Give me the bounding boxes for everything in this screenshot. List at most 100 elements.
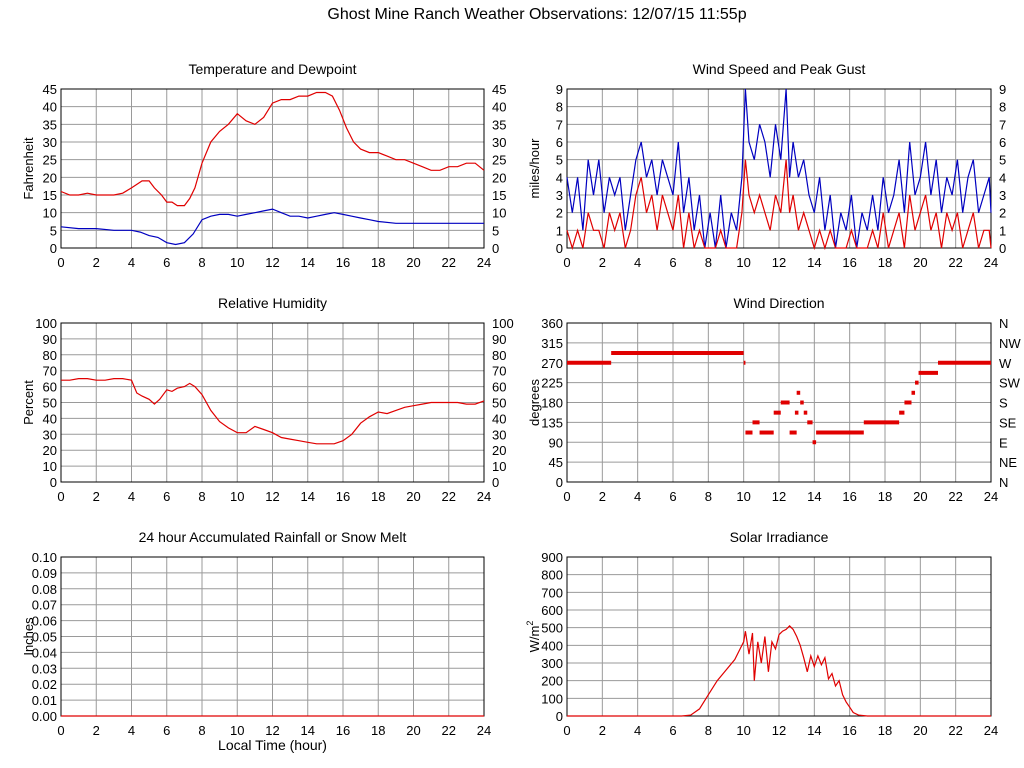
y-tick-label: 0.08 [32,582,57,597]
page-title: Ghost Mine Ranch Weather Observations: 1… [327,6,747,23]
x-tick-label: 22 [948,723,962,738]
right-tick-label: NE [999,455,1017,470]
x-tick-label: 6 [163,723,170,738]
chart-title: Solar Irradiance [730,529,829,545]
x-tick-label: 20 [913,255,927,270]
x-tick-label: 22 [442,255,456,270]
right-tick-label: S [999,396,1008,411]
right-tick-label: 100 [492,316,514,331]
right-tick-label: 90 [492,332,506,347]
x-tick-label: 18 [878,255,892,270]
y-tick-label: 0.04 [32,645,57,660]
y-tick-label: 5 [556,153,563,168]
right-tick-label: 30 [492,427,506,442]
x-tick-label: 8 [198,723,205,738]
y-axis-label: Percent [21,380,36,425]
y-tick-label: 315 [541,336,563,351]
x-tick-label: 10 [736,723,750,738]
x-tick-label: 2 [599,489,606,504]
x-tick-label: 8 [705,489,712,504]
x-tick-label: 24 [477,489,491,504]
x-tick-label: 4 [128,489,135,504]
x-tick-label: 4 [634,255,641,270]
x-tick-label: 2 [599,723,606,738]
y-tick-label: 40 [43,411,57,426]
x-tick-label: 22 [442,489,456,504]
y-tick-label: 3 [556,188,563,203]
right-tick-label: 40 [492,100,506,115]
x-tick-label: 24 [984,489,998,504]
y-tick-label: 0.07 [32,598,57,613]
y-tick-label: 40 [43,100,57,115]
y-tick-label: 80 [43,348,57,363]
right-tick-label: 40 [492,411,506,426]
right-tick-label: 10 [492,459,506,474]
x-tick-label: 12 [772,255,786,270]
series-line [60,208,484,246]
x-tick-label: 24 [984,723,998,738]
x-tick-label: 18 [371,723,385,738]
y-tick-label: 9 [556,82,563,97]
x-tick-label: 24 [984,255,998,270]
right-tick-label: 15 [492,188,506,203]
right-tick-label: 30 [492,135,506,150]
y-tick-label: 300 [541,656,563,671]
right-tick-label: 5 [492,223,499,238]
chart-solar: 0 2 4 6 8 10 12 14 16 18 20 22 240100200300400500600… [525,529,998,738]
chart-title: Relative Humidity [218,295,327,311]
x-tick-label: 6 [163,489,170,504]
y-tick-label: 0 [556,475,563,490]
x-tick-label: 12 [265,723,279,738]
x-tick-label: 0 [57,723,64,738]
right-tick-label: 0 [492,475,499,490]
y-tick-label: 600 [541,603,563,618]
x-tick-label: 8 [705,255,712,270]
x-tick-label: 16 [842,723,856,738]
right-tick-label: 0 [999,241,1006,256]
y-tick-label: 90 [43,332,57,347]
right-tick-label: 35 [492,117,506,132]
y-tick-label: 270 [541,356,563,371]
chart-rh: 0 2 4 6 8 10 12 14 16 18 20 22 240102030405060708090… [21,295,514,504]
right-tick-label: E [999,435,1008,450]
right-tick-label: 60 [492,380,506,395]
x-tick-label: 12 [772,489,786,504]
x-tick-label: 16 [842,489,856,504]
y-tick-label: 225 [541,376,563,391]
x-tick-label: 6 [669,723,676,738]
y-tick-label: 500 [541,621,563,636]
x-tick-label: 18 [371,489,385,504]
x-tick-label: 0 [563,255,570,270]
y-tick-label: 10 [43,459,57,474]
y-tick-label: 0.09 [32,566,57,581]
right-tick-label: 8 [999,100,1006,115]
series-line [566,88,992,249]
x-tick-label: 0 [57,489,64,504]
y-tick-label: 2 [556,206,563,221]
x-tick-label: 18 [371,255,385,270]
right-tick-label: 70 [492,364,506,379]
right-tick-label: 3 [999,188,1006,203]
right-tick-label: 80 [492,348,506,363]
right-tick-label: 0 [492,241,499,256]
y-tick-label: 70 [43,364,57,379]
right-tick-label: W [999,356,1012,371]
series-line [60,91,485,207]
y-tick-label: 400 [541,638,563,653]
y-tick-label: 0.10 [32,550,57,565]
y-tick-label: 0.02 [32,677,57,692]
right-tick-label: N [999,475,1008,490]
y-axis-label: Inches [21,617,36,656]
y-tick-label: 700 [541,585,563,600]
right-tick-label: 25 [492,153,506,168]
y-axis-label: miles/hour [527,138,542,199]
y-tick-label: 0.00 [32,709,57,724]
x-tick-label: 16 [336,489,350,504]
y-tick-label: 180 [541,396,563,411]
x-tick-label: 18 [878,489,892,504]
y-tick-label: 25 [43,153,57,168]
series-line [61,378,485,445]
right-tick-label: 10 [492,206,506,221]
x-tick-label: 2 [93,255,100,270]
right-tick-label: SE [999,415,1017,430]
